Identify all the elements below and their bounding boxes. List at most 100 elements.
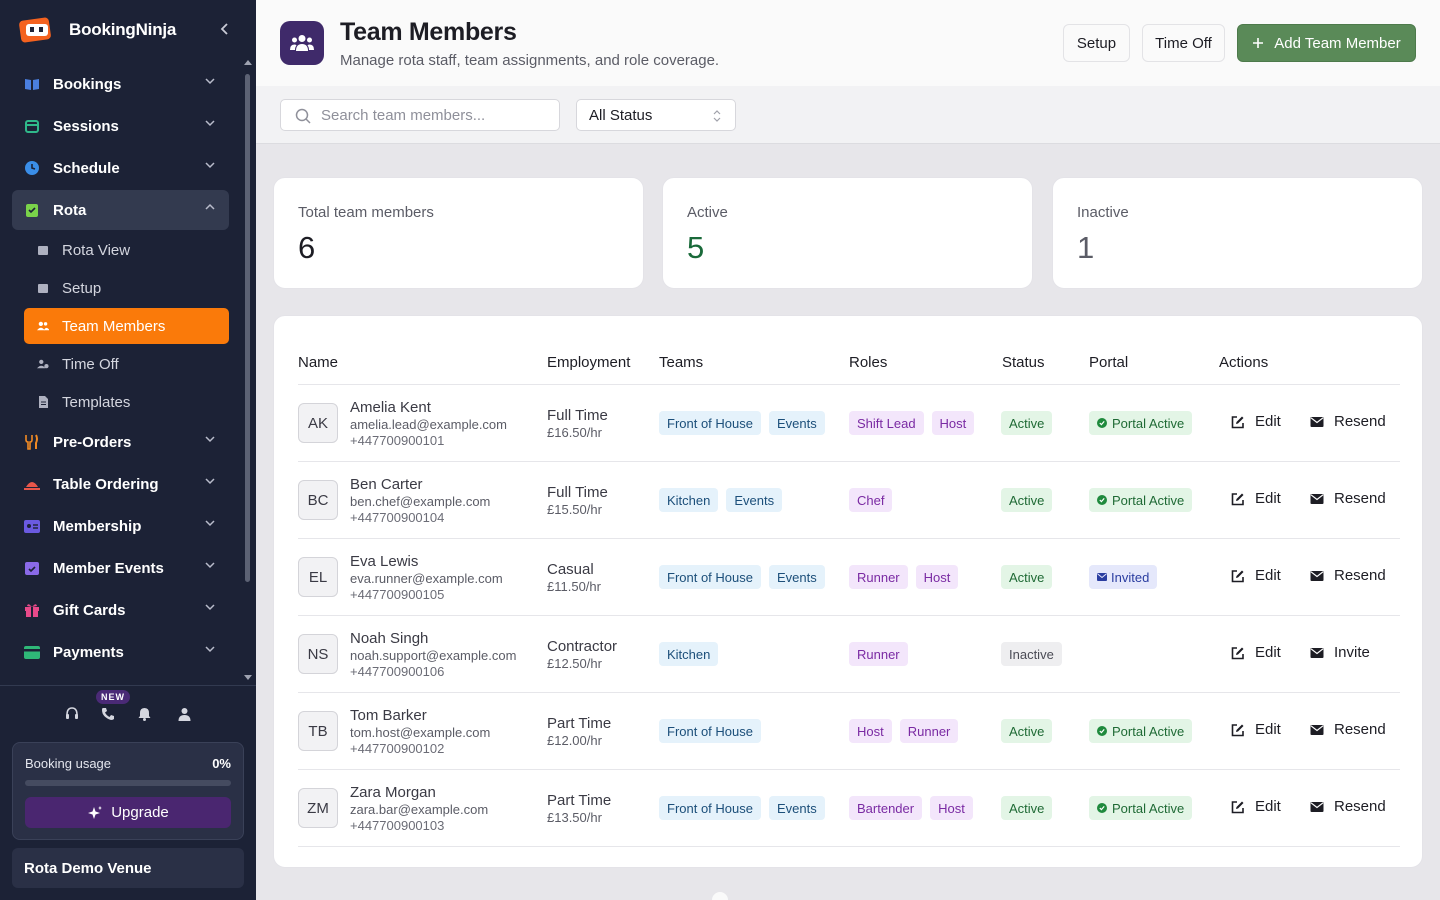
edit-label: Edit [1255, 490, 1281, 507]
check-circle-icon [1097, 726, 1107, 736]
sidebar-item-table-ordering[interactable]: Table Ordering [12, 464, 229, 504]
scroll-down-icon[interactable] [244, 675, 252, 680]
team-tags: Kitchen [659, 642, 719, 666]
edit-label: Edit [1255, 644, 1281, 661]
team-tag: Events [769, 411, 825, 435]
collapse-sidebar-icon[interactable] [216, 20, 234, 38]
scroll-up-icon[interactable] [244, 60, 252, 65]
column-header-teams[interactable]: Teams [659, 354, 704, 371]
action-label: Resend [1334, 413, 1386, 430]
team-tags: Front of House Events [659, 565, 825, 589]
chevron-up-icon [205, 203, 215, 210]
status-badge: Inactive [1001, 642, 1062, 666]
edit-button[interactable]: Edit [1231, 798, 1281, 815]
new-badge: NEW [96, 690, 130, 704]
portal-badge-label: Invited [1111, 569, 1150, 585]
sidebar-item-bookings[interactable]: Bookings [12, 64, 229, 104]
employment-type: Contractor [547, 638, 618, 655]
chevron-down-icon [205, 646, 215, 653]
hourly-rate: £13.50/hr [547, 810, 602, 825]
usage-progress-bar [25, 780, 231, 786]
member-name: Tom Barker [350, 707, 427, 724]
column-header-employment[interactable]: Employment [547, 354, 631, 371]
avatar: EL [298, 557, 338, 597]
portal-badge-label: Portal Active [1112, 723, 1185, 739]
table-row: EL Eva Lewis eva.runner@example.com +447700… [298, 539, 1400, 616]
sidebar-item-membership[interactable]: Membership [12, 506, 229, 546]
sidebar-subitem-setup[interactable]: Setup [24, 270, 229, 306]
stat-value: 1 [1077, 230, 1095, 265]
id-card-icon [24, 518, 40, 534]
column-header-status[interactable]: Status [1002, 354, 1045, 371]
resend-button[interactable]: Resend [1310, 490, 1386, 507]
sidebar-scrollbar[interactable] [243, 60, 252, 680]
setup-button[interactable]: Setup [1063, 24, 1130, 62]
team-tag: Kitchen [659, 642, 719, 666]
envelope-icon [1310, 647, 1324, 658]
sidebar-item-gift-cards[interactable]: Gift Cards [12, 590, 229, 630]
hourly-rate: £11.50/hr [547, 579, 601, 594]
member-name: Zara Morgan [350, 784, 436, 801]
user-icon[interactable] [172, 702, 196, 726]
portal-badge: Portal Active [1089, 719, 1193, 743]
headset-icon[interactable] [60, 702, 84, 726]
sidebar-subitem-time-off[interactable]: Time Off [24, 346, 229, 382]
search-placeholder: Search team members... [321, 106, 486, 124]
scrollbar-thumb[interactable] [245, 74, 250, 582]
sidebar-subitem-team-members[interactable]: Team Members [24, 308, 229, 344]
member-name: Ben Carter [350, 476, 423, 493]
sidebar-item-pre-orders[interactable]: Pre-Orders [12, 422, 229, 462]
hourly-rate: £15.50/hr [547, 502, 602, 517]
file-icon [37, 396, 49, 408]
column-header-roles[interactable]: Roles [849, 354, 888, 371]
sidebar-item-payments[interactable]: Payments [12, 632, 229, 672]
chevron-down-icon [205, 604, 215, 611]
edit-label: Edit [1255, 798, 1281, 815]
sidebar-subitem-rota-view[interactable]: Rota View [24, 232, 229, 268]
sidebar-item-schedule[interactable]: Schedule [12, 148, 229, 188]
sidebar-item-label: Payments [53, 643, 124, 661]
status-cell: Active [1001, 565, 1053, 589]
venue-switcher[interactable]: Rota Demo Venue [12, 848, 244, 888]
edit-icon [1231, 723, 1244, 736]
calendar-stack-icon [24, 118, 40, 134]
edit-icon [1231, 492, 1244, 505]
status-select[interactable]: All Status [576, 99, 736, 131]
add-team-member-button[interactable]: Add Team Member [1237, 24, 1416, 62]
status-badge: Active [1001, 796, 1053, 820]
sidebar-item-rota[interactable]: Rota [12, 190, 229, 230]
time-off-button[interactable]: Time Off [1142, 24, 1225, 62]
member-phone: +447700900102 [350, 741, 445, 756]
resend-button[interactable]: Resend [1310, 413, 1386, 430]
team-tags: Kitchen Events [659, 488, 783, 512]
sidebar-subitem-templates[interactable]: Templates [24, 384, 229, 420]
table-row: BC Ben Carter ben.chef@example.com +4477009… [298, 462, 1400, 539]
edit-button[interactable]: Edit [1231, 490, 1281, 507]
column-header-portal[interactable]: Portal [1089, 354, 1129, 371]
member-phone: +447700900106 [350, 664, 445, 679]
sidebar-nav: Bookings Sessions Schedule Rota Rota Vie… [12, 64, 229, 674]
edit-button[interactable]: Edit [1231, 721, 1281, 738]
search-input[interactable]: Search team members... [280, 99, 560, 131]
sidebar-item-sessions[interactable]: Sessions [12, 106, 229, 146]
resend-button[interactable]: Resend [1310, 798, 1386, 815]
team-tag: Front of House [659, 796, 761, 820]
role-tags: Shift Lead Host [849, 411, 975, 435]
edit-button[interactable]: Edit [1231, 644, 1281, 661]
resend-button[interactable]: Resend [1310, 721, 1386, 738]
invite-button[interactable]: Invite [1310, 644, 1370, 661]
column-header-name[interactable]: Name [298, 354, 339, 371]
edit-button[interactable]: Edit [1231, 567, 1281, 584]
upgrade-button[interactable]: Upgrade [25, 797, 231, 828]
status-badge: Active [1001, 719, 1053, 743]
edit-button[interactable]: Edit [1231, 413, 1281, 430]
status-badge: Active [1001, 411, 1053, 435]
sidebar-item-label: Gift Cards [53, 601, 126, 619]
cloche-icon [24, 476, 40, 492]
brand[interactable]: BookingNinja [18, 14, 176, 46]
resend-button[interactable]: Resend [1310, 567, 1386, 584]
sidebar-item-member-events[interactable]: Member Events [12, 548, 229, 588]
bell-icon[interactable] [132, 702, 156, 726]
phone-icon[interactable] [96, 702, 120, 726]
team-tag: Front of House [659, 565, 761, 589]
